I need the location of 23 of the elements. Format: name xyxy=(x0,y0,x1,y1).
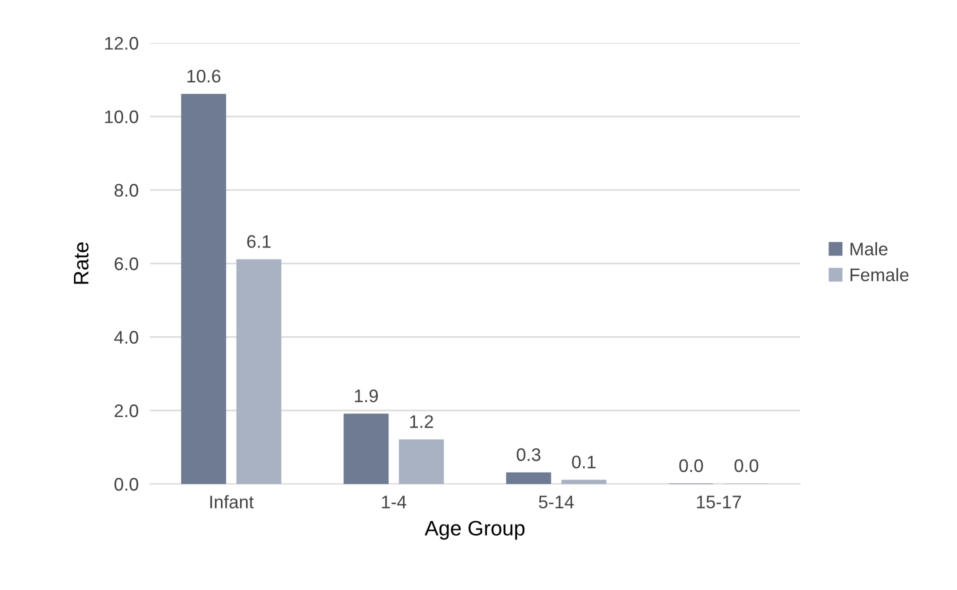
y-tick-label: 10.0 xyxy=(105,110,138,124)
data-label: 0.1 xyxy=(572,456,596,468)
data-label: 0.0 xyxy=(734,459,758,472)
y-tick-label: 12.0 xyxy=(105,36,138,50)
data-label: 10.6 xyxy=(187,70,220,83)
data-label: 1.2 xyxy=(410,415,434,428)
data-label: 6.1 xyxy=(247,235,271,248)
x-tick-label: 1-4 xyxy=(382,496,406,508)
data-label: 1.9 xyxy=(354,389,378,402)
y-tick-label: 2.0 xyxy=(114,404,138,418)
y-tick-label: 4.0 xyxy=(114,330,138,344)
legend-label: Female xyxy=(850,268,909,282)
x-tick-label: 5-14 xyxy=(538,496,574,508)
y-tick-label: 6.0 xyxy=(114,257,138,270)
legend-label: Male xyxy=(850,242,888,256)
y-axis-title: Rate xyxy=(74,242,89,284)
x-tick-label: 15-17 xyxy=(697,496,741,508)
x-axis-title: Age Group xyxy=(424,520,525,540)
data-label: 0.3 xyxy=(516,448,540,462)
y-tick-label: 8.0 xyxy=(114,184,138,197)
y-tick-label: 0.0 xyxy=(114,478,138,491)
x-tick-label: Infant xyxy=(210,495,254,508)
data-label: 0.0 xyxy=(679,459,703,472)
